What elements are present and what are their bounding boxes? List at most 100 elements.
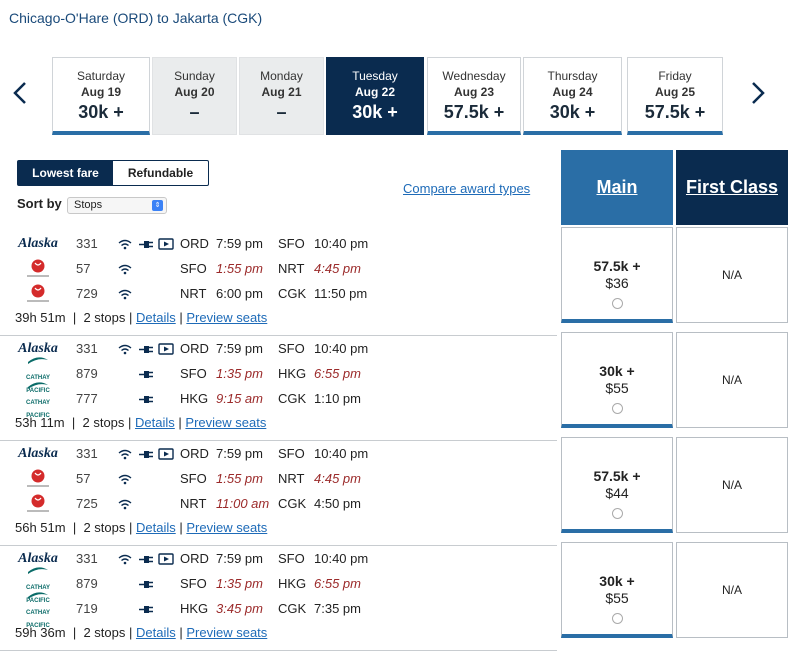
sort-value: Stops bbox=[74, 199, 103, 211]
preview-seats-link[interactable]: Preview seats bbox=[186, 625, 268, 640]
date-weekday: Monday bbox=[260, 69, 303, 83]
japan-airlines-logo bbox=[27, 259, 49, 277]
fare-radio[interactable] bbox=[611, 613, 623, 624]
main-fare-cell[interactable]: 57.5k + $36 bbox=[561, 227, 673, 323]
fare-cash: $55 bbox=[605, 590, 629, 606]
arrival-time: 10:40 pm bbox=[314, 446, 369, 461]
date-label: Aug 24 bbox=[552, 85, 593, 99]
flight-number: 719 bbox=[76, 601, 98, 616]
preview-seats-link[interactable]: Preview seats bbox=[186, 520, 268, 535]
trip-duration: 59h 36m bbox=[15, 625, 66, 640]
origin-airport: SFO bbox=[180, 576, 207, 591]
main-fare-cell[interactable]: 57.5k + $44 bbox=[561, 437, 673, 533]
details-link[interactable]: Details bbox=[135, 625, 176, 640]
airline-logo: Alaska bbox=[14, 233, 62, 255]
power-amenity bbox=[139, 238, 153, 249]
sort-select[interactable]: Stops ⇕ bbox=[67, 197, 167, 214]
airline-logo: CATHAY PACIFIC bbox=[14, 566, 62, 604]
fare-type-toggle: Lowest fare Refundable bbox=[17, 160, 209, 186]
airline-logo: Alaska bbox=[14, 443, 62, 465]
flight-segment: Alaska 331 ORD 7:59 pm SFO 10:40 pm bbox=[0, 441, 557, 466]
trip-summary: 39h 51m | 2 stops | Details | Preview se… bbox=[15, 310, 267, 325]
main-cabin-header[interactable]: Main bbox=[561, 150, 673, 225]
date-option[interactable]: Wednesday Aug 23 57.5k + bbox=[427, 57, 521, 135]
arrival-time: 11:50 pm bbox=[314, 286, 368, 301]
destination-airport: CGK bbox=[278, 496, 307, 511]
stop-count: 2 stops bbox=[83, 520, 126, 535]
details-link[interactable]: Details bbox=[135, 520, 176, 535]
airline-logo: CATHAY PACIFIC bbox=[14, 591, 62, 629]
wifi-icon bbox=[118, 264, 132, 275]
wifi-icon bbox=[118, 289, 132, 300]
destination-airport: SFO bbox=[278, 446, 305, 461]
flight-segment: 57 SFO 1:55 pm NRT 4:45 pm bbox=[0, 256, 557, 281]
airline-logo bbox=[14, 468, 62, 490]
date-option[interactable]: Tuesday Aug 22 30k + bbox=[326, 57, 424, 135]
wifi-amenity bbox=[118, 498, 132, 510]
flight-segment: 725 NRT 11:00 am CGK 4:50 pm bbox=[0, 491, 557, 516]
destination-airport: CGK bbox=[278, 601, 307, 616]
alaska-airlines-logo: Alaska bbox=[18, 236, 58, 251]
power-amenity bbox=[139, 368, 153, 379]
refundable-tab[interactable]: Refundable bbox=[127, 166, 194, 180]
main-fare-cell[interactable]: 30k + $55 bbox=[561, 542, 673, 638]
separator: | bbox=[128, 310, 136, 325]
flight-segment: Alaska 331 ORD 7:59 pm SFO 10:40 pm bbox=[0, 546, 557, 571]
departure-time: 6:00 pm bbox=[216, 286, 263, 301]
preview-seats-link[interactable]: Preview seats bbox=[186, 310, 268, 325]
power-amenity bbox=[139, 553, 153, 564]
trip-summary: 53h 11m | 2 stops | Details | Preview se… bbox=[15, 415, 266, 430]
power-amenity bbox=[139, 603, 153, 614]
fare-radio[interactable] bbox=[611, 298, 623, 309]
main-fare-cell[interactable]: 30k + $55 bbox=[561, 332, 673, 428]
wifi-icon bbox=[118, 554, 132, 565]
cathay-pacific-logo: CATHAY PACIFIC bbox=[14, 380, 62, 419]
date-option[interactable]: Thursday Aug 24 30k + bbox=[523, 57, 622, 135]
japan-airlines-logo bbox=[27, 284, 49, 302]
arrival-time: 6:55 pm bbox=[314, 576, 361, 591]
details-link[interactable]: Details bbox=[135, 415, 175, 430]
power-outlet-icon bbox=[139, 241, 153, 248]
compare-award-types-link[interactable]: Compare award types bbox=[403, 181, 531, 196]
next-dates-button[interactable] bbox=[744, 80, 770, 106]
flight-number: 331 bbox=[76, 446, 98, 461]
power-outlet-icon bbox=[139, 396, 153, 403]
origin-airport: HKG bbox=[180, 601, 209, 616]
date-option[interactable]: Saturday Aug 19 30k + bbox=[52, 57, 150, 135]
origin-airport: NRT bbox=[180, 286, 207, 301]
first-class-fare-cell: N/A bbox=[676, 332, 788, 428]
date-option[interactable]: Monday Aug 21 – bbox=[239, 57, 324, 135]
trip-duration: 39h 51m bbox=[15, 310, 66, 325]
arrival-time: 7:35 pm bbox=[314, 601, 361, 616]
departure-time: 7:59 pm bbox=[216, 236, 263, 251]
origin-airport: SFO bbox=[180, 261, 207, 276]
route-title: Chicago-O'Hare (ORD) to Jakarta (CGK) bbox=[9, 10, 263, 26]
flight-segment: CATHAY PACIFIC 719 HKG 3:45 pm CGK 7:35 … bbox=[0, 591, 557, 629]
details-link[interactable]: Details bbox=[135, 310, 176, 325]
preview-seats-link[interactable]: Preview seats bbox=[185, 415, 267, 430]
lowest-fare-tab[interactable]: Lowest fare bbox=[18, 161, 113, 185]
origin-airport: ORD bbox=[180, 551, 209, 566]
origin-airport: ORD bbox=[180, 341, 209, 356]
prev-dates-button[interactable] bbox=[8, 80, 34, 106]
first-class-header[interactable]: First Class bbox=[676, 150, 788, 225]
fare-radio[interactable] bbox=[611, 403, 623, 414]
date-weekday: Sunday bbox=[174, 69, 215, 83]
date-option[interactable]: Friday Aug 25 57.5k + bbox=[627, 57, 723, 135]
arrival-time: 10:40 pm bbox=[314, 236, 369, 251]
wifi-icon bbox=[118, 344, 132, 355]
date-weekday: Tuesday bbox=[352, 69, 398, 83]
airline-logo: Alaska bbox=[14, 338, 62, 360]
video-amenity bbox=[158, 448, 174, 460]
destination-airport: SFO bbox=[278, 551, 305, 566]
flight-number: 777 bbox=[76, 391, 98, 406]
chevron-left-icon bbox=[13, 82, 26, 104]
flight-segment: CATHAY PACIFIC 777 HKG 9:15 am CGK 1:10 … bbox=[0, 381, 557, 419]
destination-airport: CGK bbox=[278, 391, 307, 406]
flight-number: 331 bbox=[76, 551, 98, 566]
origin-airport: NRT bbox=[180, 496, 207, 511]
date-price: 30k + bbox=[549, 102, 596, 122]
date-option[interactable]: Sunday Aug 20 – bbox=[152, 57, 237, 135]
fare-radio[interactable] bbox=[611, 508, 623, 519]
destination-airport: HKG bbox=[278, 576, 307, 591]
